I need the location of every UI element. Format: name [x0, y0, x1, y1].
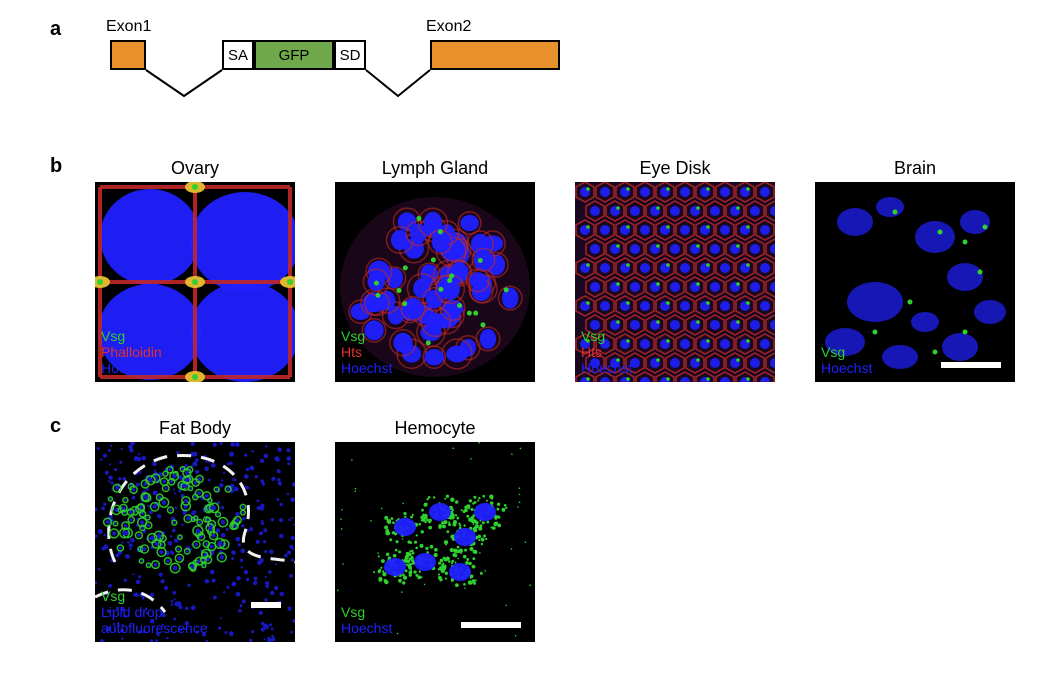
micrograph: VsgHoechst — [335, 442, 535, 642]
panel-letter: b — [50, 155, 62, 178]
micrograph: VsgLipid drop.autofluorescence — [95, 442, 295, 642]
micrograph: VsgHtsHoechst — [575, 182, 775, 382]
panel-title: Eye Disk — [575, 158, 775, 179]
scalebar — [251, 602, 281, 608]
panel-title: Ovary — [95, 158, 295, 179]
micrograph: VsgHtsHoechst — [335, 182, 535, 382]
panel-letter: c — [50, 415, 61, 438]
scalebar — [941, 362, 1001, 368]
gene-diagram: Exon1SAGFPSDExon2 — [110, 18, 610, 118]
panel-title: Hemocyte — [335, 418, 535, 439]
panel-title: Lymph Gland — [335, 158, 535, 179]
panel-title: Brain — [815, 158, 1015, 179]
micrograph: VsgHoechst — [815, 182, 1015, 382]
micrograph: VsgPhalloidinHoechst — [95, 182, 295, 382]
scalebar — [461, 622, 521, 628]
panel-title: Fat Body — [95, 418, 295, 439]
panel-letter: a — [50, 18, 61, 41]
